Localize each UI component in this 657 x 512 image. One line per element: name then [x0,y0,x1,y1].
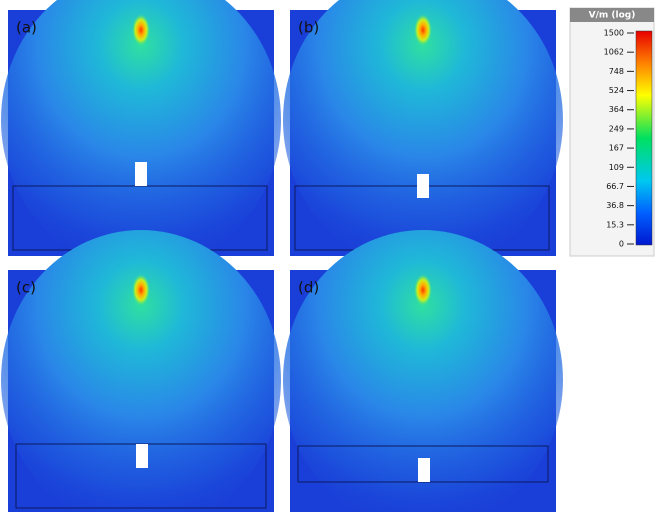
colorbar-tick-label: 36.8 [606,201,624,210]
source [414,14,432,46]
colorbar: V/m (log) 1500 1062 748 524 364 249 167 109 66.7… [570,8,654,256]
colorbar-tick-label: 748 [609,67,624,76]
target [135,162,147,186]
source [132,14,150,46]
figure: (a) (b) (c) (d) V/m (log) 1500 1062 748 524 364… [0,0,657,512]
source [132,274,150,306]
panel-label: (a) [16,19,37,37]
colorbar-tick-label: 0 [619,240,624,249]
source [414,274,432,306]
panel-label: (b) [298,19,319,37]
colorbar-tick-label: 1500 [604,29,624,38]
panel-label: (c) [16,279,36,297]
field-panel: (d) [283,230,563,512]
colorbar-title: V/m (log) [589,11,636,21]
colorbar-tick-label: 1062 [604,48,624,57]
field-panel: (c) [1,230,281,512]
colorbar-tick-label: 364 [609,105,624,114]
colorbar-tick-label: 167 [609,144,624,153]
colorbar-tick-label: 249 [609,124,624,133]
target [417,174,429,198]
colorbar-tick-label: 15.3 [606,220,624,229]
panel-label: (d) [298,279,319,297]
field-panel: (a) [1,0,281,270]
colorbar-tick-label: 524 [609,86,624,95]
colorbar-tick-label: 66.7 [606,182,624,191]
colorbar-gradient [636,31,652,245]
field-panel: (b) [283,0,563,270]
target [418,458,430,482]
colorbar-tick-label: 109 [609,163,624,172]
panels: (a) (b) (c) (d) [1,0,563,512]
target [136,444,148,468]
